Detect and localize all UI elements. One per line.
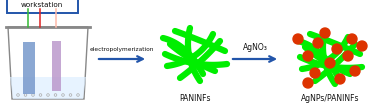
Circle shape xyxy=(293,34,303,44)
Circle shape xyxy=(320,28,330,38)
Circle shape xyxy=(310,68,320,78)
Circle shape xyxy=(325,58,335,68)
Circle shape xyxy=(335,74,345,84)
Circle shape xyxy=(357,41,367,51)
FancyBboxPatch shape xyxy=(6,0,77,14)
Text: workstation: workstation xyxy=(21,2,63,8)
Circle shape xyxy=(332,44,342,54)
Text: electropolymerization: electropolymerization xyxy=(90,47,154,52)
Circle shape xyxy=(350,66,360,76)
FancyBboxPatch shape xyxy=(52,41,61,91)
Text: AgNPs/PANINFs: AgNPs/PANINFs xyxy=(301,94,359,103)
Circle shape xyxy=(347,34,357,44)
FancyBboxPatch shape xyxy=(23,42,35,94)
Circle shape xyxy=(303,78,313,88)
Text: PANINFs: PANINFs xyxy=(179,94,211,103)
Circle shape xyxy=(313,38,323,48)
Circle shape xyxy=(303,51,313,61)
Polygon shape xyxy=(10,77,86,99)
Circle shape xyxy=(343,51,353,61)
Text: AgNO₃: AgNO₃ xyxy=(243,43,268,52)
